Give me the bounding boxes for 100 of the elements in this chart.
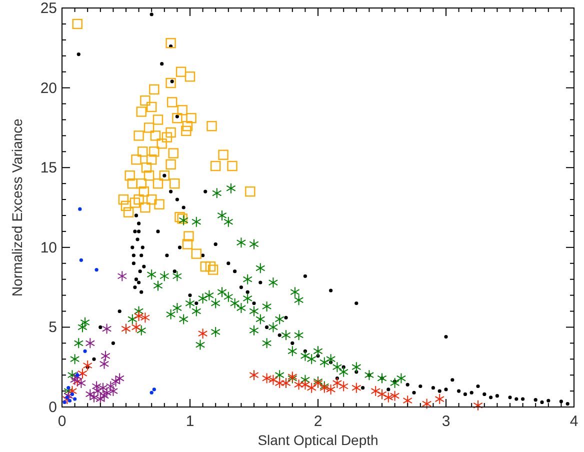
point [206,121,217,132]
point [134,130,144,141]
point [136,178,146,189]
x-tick-label: 1 [186,413,194,430]
x-tick-label: 3 [442,413,450,430]
point [198,328,208,340]
y-tick-label: 0 [48,399,57,416]
point [174,212,185,222]
point [208,264,218,275]
point [182,239,193,250]
point [131,322,142,333]
point [102,323,112,334]
point [154,199,164,210]
point [82,360,92,372]
point [146,154,157,165]
point [150,130,161,141]
point [473,400,483,411]
point [150,390,154,394]
point [166,78,176,88]
point [120,200,132,212]
point [114,372,124,384]
point [65,396,69,400]
x-axis-title: Slant Optical Depth [258,432,378,448]
x-tick-label: 2 [314,413,322,430]
point [140,95,150,106]
point [172,113,182,124]
point [205,261,216,272]
point [79,258,83,262]
point [281,378,291,389]
y-tick-label: 20 [40,80,57,97]
point [200,261,210,272]
point [182,121,193,132]
point [131,154,142,165]
point [144,170,154,181]
point [68,398,72,402]
y-tick-label: 25 [40,0,57,17]
point [85,338,95,349]
point [218,150,228,160]
point [306,382,316,394]
point [326,384,336,395]
point [149,146,160,157]
x-tick-label: 4 [570,413,578,430]
point [162,132,172,142]
point [184,72,196,82]
point [146,194,157,205]
point [166,97,178,108]
point [66,386,70,390]
point [78,368,88,379]
point [73,397,77,401]
point [62,400,66,404]
point [89,392,99,403]
point [146,102,157,112]
point [152,178,164,189]
point [100,350,110,362]
point [168,148,178,158]
y-tick-label: 10 [40,239,57,256]
point [121,323,131,334]
point [72,371,82,382]
point [262,372,272,384]
point [99,390,110,402]
point [159,170,170,181]
point [149,84,160,94]
point [70,392,74,396]
point [76,378,86,389]
point [434,394,444,405]
point [422,398,432,410]
point [352,382,362,394]
point [166,159,176,170]
point [136,106,146,117]
point [96,394,106,405]
point [152,388,156,392]
point [181,126,192,136]
point [62,394,72,405]
y-tick-label: 5 [48,319,57,336]
y-axis-title: Normalized Excess Variance [9,118,25,296]
point [184,231,194,242]
point [123,207,134,218]
point [210,160,221,172]
point [274,378,284,389]
point [117,270,127,282]
point [166,127,176,138]
point [227,160,238,172]
point [76,373,80,377]
point [70,374,80,386]
point [186,113,196,124]
point [124,170,135,181]
point [300,379,310,390]
point [83,349,87,353]
point [78,207,82,211]
point [177,105,188,116]
point [138,186,150,197]
point [338,380,348,392]
point [377,388,387,400]
point [370,386,380,397]
point [85,388,95,400]
point [138,146,148,157]
point [134,194,144,205]
point [402,395,412,406]
point [191,248,202,259]
point [141,162,152,173]
